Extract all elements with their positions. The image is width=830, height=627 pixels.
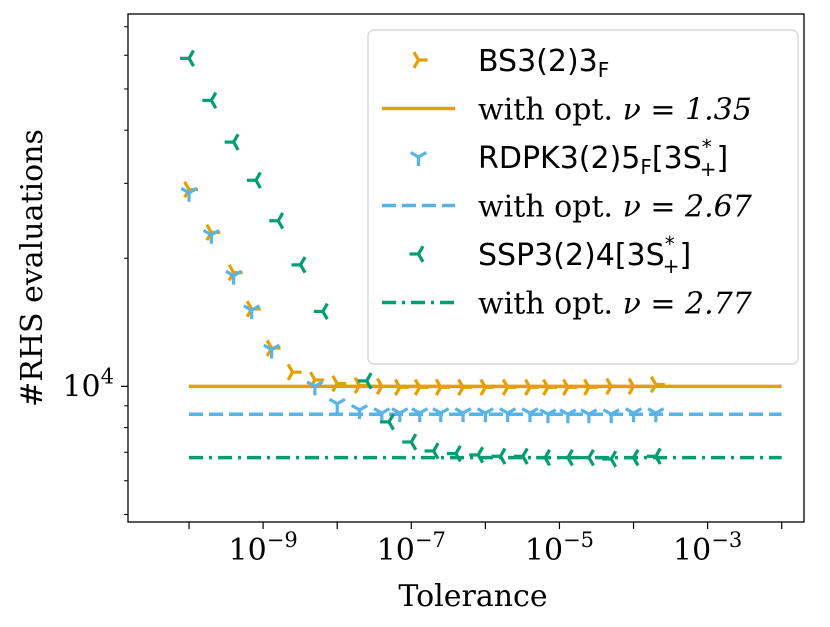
series-2-point [602,408,620,424]
series-2-point [580,408,598,424]
series-4-point [424,442,440,460]
series-4-point [224,133,240,151]
series-0-point [627,377,643,395]
series-0-point [501,378,517,396]
series-4-point [624,449,640,467]
legend-marker-2 [409,151,428,166]
series-4-point [558,449,574,467]
legend-label-0: BS3(2)3F [478,44,609,82]
series-4-point [446,445,462,463]
plot-frame [127,13,805,523]
series-4-point [536,449,551,467]
legend-label-3: with opt. ν = 2.67 [478,190,753,225]
series-2-point [647,407,665,423]
series-4-point [357,372,373,390]
legend-box [367,29,799,365]
x-tick-label: 10−7 [377,528,446,568]
legend-label-4: SSP3(2)4[3S* +] [478,232,691,278]
series-2-point [202,228,220,244]
series-4-point [402,433,418,451]
series-4-point [379,413,395,431]
series-4-point [291,256,307,274]
series-0-point [413,378,429,396]
series-4-point [469,446,485,464]
series-0-point [649,375,665,394]
series-4-point [513,447,529,465]
series-4-point [602,450,618,468]
series-2-point [559,408,577,424]
series-0-point [393,378,409,396]
legend-entry-4: SSP3(2)4[3S* +] [409,232,691,278]
axis-ticks [121,26,783,529]
series-2-point [454,407,472,423]
series-4-point [269,212,285,230]
legend-label-1: with opt. ν = 1.35 [478,93,752,128]
series-0-point [605,377,621,395]
series-2-point [180,186,198,202]
series-2-point [539,408,557,424]
legend-label-2: RDPK3(2)5F[3S* +] [478,135,728,181]
series-2-point [391,407,409,423]
legend-entry-2: RDPK3(2)5F[3S* +] [409,135,728,181]
series-2-point [476,407,494,423]
series-4-point [491,447,507,465]
series-4-point [180,49,195,67]
x-tick-label: 10−9 [229,528,298,568]
series-0-point [286,363,302,381]
legend: BS3(2)3F with opt. ν = 1.35 RDPK3(2)5F[3S*… [367,29,799,365]
series-4-point [579,449,595,467]
y-axis-label: #RHS evaluations [15,129,50,407]
x-tick-label: 10−5 [525,528,594,568]
markers [180,49,665,468]
x-axis-label: Tolerance [398,579,547,614]
legend-entry-0: BS3(2)3F [412,44,609,82]
series-0-point [331,375,347,393]
legend-entry-5: with opt. ν = 2.77 [382,287,753,322]
series-2-point [225,269,243,285]
series-2-point [521,407,539,423]
series-2-point [624,407,643,423]
series-0-point [375,377,391,395]
series-2-point [262,343,281,359]
series-2-point [328,397,346,413]
series-2-point [306,380,324,396]
plot-area [180,49,782,468]
legend-label-5: with opt. ν = 2.77 [478,287,753,322]
y-tick-label: 104 [62,364,114,404]
legend-entry-1: with opt. ν = 1.35 [382,93,752,128]
legend-entry-3: with opt. ν = 2.67 [382,190,753,225]
series-0-point [434,378,450,396]
x-tick-label: 10−3 [673,528,742,568]
series-0-point [479,378,495,396]
series-0-point [562,378,577,396]
series-2-point [411,407,429,423]
series-2-point [432,407,450,423]
series-0-point [353,376,369,395]
series-0-point [524,378,539,396]
series-2-point [499,407,517,423]
series-4-point [646,447,662,465]
series-0-point [457,378,473,396]
series-0-point [583,378,598,396]
tick-labels: 10−9 10−7 10−5 10−3 104 [62,364,742,568]
series-2-point [243,304,261,320]
series-4-point [246,171,262,189]
series-2-point [350,404,369,419]
legend-marker-4 [409,245,425,263]
series-0-point [542,378,557,396]
series-4-point [313,302,329,321]
series-4-point [202,91,218,109]
legend-marker-0 [412,51,428,69]
